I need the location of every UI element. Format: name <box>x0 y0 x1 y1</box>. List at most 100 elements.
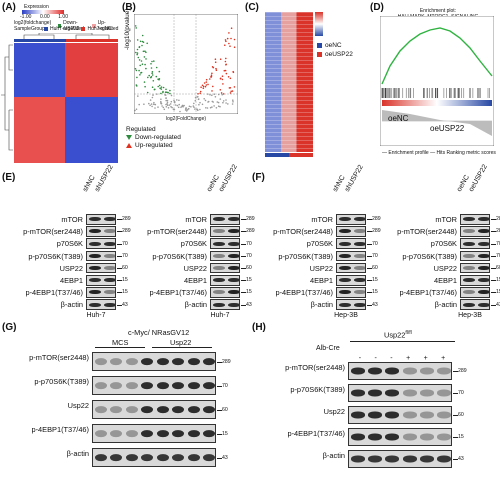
blot-row-label: p-mTOR(ser2448) <box>29 353 89 362</box>
volcano-point <box>214 61 217 63</box>
blot-band <box>141 405 154 414</box>
mw-tick <box>367 231 372 233</box>
volcano-point <box>136 76 138 79</box>
cell-e-right: Huh-7 <box>210 312 230 319</box>
blot-band <box>187 405 200 414</box>
blot-row-label: 4EBP1 <box>59 276 83 285</box>
volcano-point <box>151 74 154 76</box>
volcano-point <box>188 105 191 108</box>
blot-band <box>94 453 107 462</box>
panel-a: Expression -1.00 0.00 1.00 log2(foldchan… <box>0 0 120 165</box>
blot-band <box>110 453 123 462</box>
blot-band <box>477 253 489 258</box>
blot-band <box>402 367 417 375</box>
blot-row-label: p-4EBP1(T37/46) <box>287 429 345 438</box>
blot-row-label: p-mTOR(ser2448) <box>285 363 345 372</box>
mw-label: 15 <box>246 277 252 284</box>
blot-band <box>103 241 115 246</box>
blot-row-label: β-actin <box>434 300 457 310</box>
blot-band <box>141 453 154 462</box>
blot-band <box>110 405 123 414</box>
volcano-point <box>138 46 141 49</box>
volcano-point <box>214 58 217 60</box>
volcano-point <box>156 93 158 95</box>
volcano-point <box>211 106 213 108</box>
blot-band <box>103 266 115 270</box>
up-label: Up-regulated <box>97 20 119 32</box>
volcano-point <box>185 108 187 111</box>
volcano-point <box>144 50 146 52</box>
blot-row-label: mTOR <box>311 215 333 224</box>
blot-band <box>437 411 451 419</box>
blot-band <box>338 266 351 270</box>
group-bar-c <box>265 153 313 157</box>
mw-tick <box>491 255 496 257</box>
volcano-point <box>199 90 202 93</box>
blot-row-label: p-4EBP1(T37/46) <box>31 425 89 434</box>
panel-d-label: (D) <box>370 2 384 13</box>
blot-band <box>88 278 101 283</box>
blot-band <box>88 290 101 295</box>
volcano-point <box>169 89 171 92</box>
mw-tick <box>117 304 122 306</box>
mw-label: 60 <box>496 265 500 272</box>
blot-band <box>227 241 239 246</box>
volcano-point <box>224 69 227 72</box>
expression-legend-title: Expression <box>24 4 49 10</box>
blot-band <box>103 229 115 234</box>
mw-tick <box>117 219 122 220</box>
mw-label: 70 <box>372 240 378 247</box>
mw-label: 289 <box>246 228 255 235</box>
volcano-point <box>190 106 192 108</box>
blot-strip <box>336 226 366 237</box>
blot-band <box>353 229 365 234</box>
blot-strip <box>336 238 366 249</box>
volcano-point <box>144 85 146 88</box>
blot-band <box>156 453 169 462</box>
volcano-point <box>207 100 210 103</box>
volcano-point <box>233 46 236 48</box>
volcano-point <box>224 60 227 63</box>
g-group-mcs: MCS <box>112 338 129 347</box>
h-cre-signs: - - - + + + <box>352 355 452 362</box>
blot-band <box>338 290 351 295</box>
blot-row-label: p-p70S6K(T389) <box>402 251 457 261</box>
volcano-point <box>134 109 136 112</box>
blot-band <box>212 278 225 283</box>
blot-band <box>141 429 154 438</box>
volcano-point <box>176 104 179 107</box>
blot-band <box>350 367 365 375</box>
blot-row-label: p-mTOR(ser2448) <box>23 227 83 237</box>
blot-strip <box>460 238 490 249</box>
volcano-point <box>153 103 155 106</box>
heatmap <box>14 43 118 163</box>
volcano-point <box>230 37 232 40</box>
heatmap-c-colorbar <box>315 12 323 36</box>
mw-tick <box>491 243 496 245</box>
blot-strip <box>336 287 366 298</box>
blot-band <box>187 381 200 390</box>
group2-label: Huh7-siNC <box>87 26 112 32</box>
blot-band <box>172 453 185 462</box>
blot-band <box>338 229 351 234</box>
blot-band <box>103 290 115 295</box>
volcano-point <box>200 86 202 88</box>
volcano-point <box>225 40 227 43</box>
volcano-point <box>212 85 214 88</box>
panel-c-label: (C) <box>245 2 259 13</box>
blot-row-label: mTOR <box>435 215 457 224</box>
mw-label: 289 <box>122 216 131 223</box>
volcano-point <box>139 64 141 67</box>
blot-band <box>338 217 351 222</box>
volcano-point <box>199 108 201 111</box>
panel-f-label: (F) <box>252 172 265 183</box>
blot-band <box>88 241 101 246</box>
blot-band <box>203 357 215 366</box>
blot-band <box>227 253 239 258</box>
blot-band <box>103 253 115 258</box>
panel-d: Enrichment plot: HALLMARK_MTORC1_SIGNALI… <box>370 0 498 165</box>
volcano-point <box>229 45 231 47</box>
blot-band <box>94 405 107 414</box>
volcano-point <box>160 98 162 100</box>
volcano-point <box>209 106 212 109</box>
